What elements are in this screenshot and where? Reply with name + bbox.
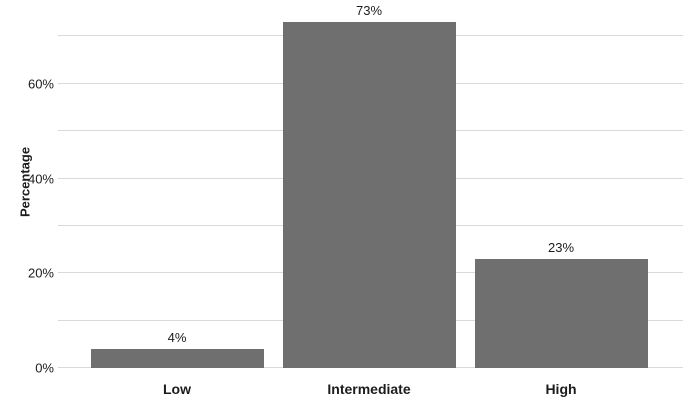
x-category-label: Intermediate [327,381,411,397]
plot-area: 4% 73% 23% [58,3,683,368]
y-tick-label: 0% [35,360,54,376]
bar-value-label: 4% [167,330,187,346]
y-tick-label: 60% [27,76,54,92]
y-tick-label: 20% [27,265,54,281]
bar-value-label: 23% [547,240,575,256]
bar-low [90,349,264,368]
bar-high [474,259,648,368]
y-axis-tick-labels: 0% 20% 40% 60% [0,8,54,375]
bar-value-label: 73% [355,3,383,19]
x-category-label: Low [163,381,191,397]
x-category-label: High [545,381,577,397]
x-axis-labels: Low Intermediate High [58,381,683,399]
y-tick-label: 40% [27,171,54,187]
bar-intermediate [282,22,456,368]
